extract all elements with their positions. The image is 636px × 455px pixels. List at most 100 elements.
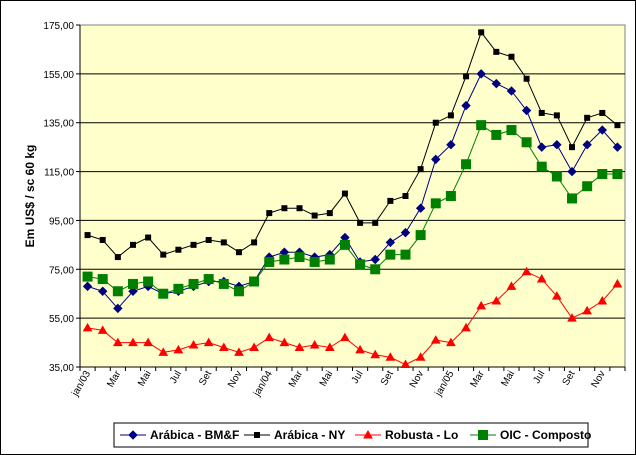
oic-composto-legend-marker	[478, 430, 488, 440]
y-tick-label: 135,00	[43, 119, 74, 130]
oic-composto-point	[612, 169, 623, 180]
x-tick-label: Mai	[136, 369, 154, 388]
robusta-lo-point	[430, 335, 441, 344]
robusta-lo-point	[597, 296, 608, 305]
arabica-ny-point	[281, 205, 288, 212]
arabica-bmf-point	[461, 100, 471, 111]
oic-composto-point	[506, 125, 517, 136]
arabica-ny-point	[235, 249, 242, 256]
robusta-lo-point	[567, 313, 577, 322]
x-tick-label: Mai	[499, 369, 517, 388]
y-tick-label: 55,00	[49, 314, 74, 325]
arabica-bmf-point	[400, 227, 411, 238]
robusta-lo-point	[506, 281, 517, 290]
robusta-lo-legend-label: Robusta - Lo	[385, 428, 458, 442]
arabica-ny-point	[523, 75, 530, 82]
arabica-ny-point	[160, 251, 167, 258]
arabica-ny-point	[84, 232, 91, 239]
arabica-ny-point	[387, 197, 394, 204]
arabica-ny-point	[251, 239, 258, 246]
arabica-ny-point	[145, 234, 152, 241]
x-tick-label: Jul	[350, 369, 366, 386]
robusta-lo-point	[112, 337, 123, 347]
arabica-bmf-point	[128, 286, 138, 296]
robusta-lo-point	[249, 342, 259, 351]
x-tick-label: Mar	[105, 368, 123, 389]
x-tick-label: Mar	[469, 368, 487, 389]
robusta-lo-point	[82, 322, 93, 332]
robusta-lo-point	[264, 332, 275, 342]
arabica-ny-point	[190, 241, 197, 248]
y-tick-label: 115,00	[44, 168, 74, 179]
y-tick-label: 95,00	[49, 216, 74, 227]
arabica-ny-point	[129, 241, 136, 248]
robusta-lo-point	[370, 349, 381, 359]
x-tick-label: Jul	[168, 369, 184, 386]
robusta-lo-point	[536, 274, 547, 283]
arabica-ny-point	[432, 119, 439, 126]
robusta-lo-point	[476, 300, 487, 310]
y-axis-title: Em US$ / sc 60 kg	[23, 145, 37, 248]
oic-composto-point	[355, 259, 366, 270]
oic-composto-point	[491, 129, 502, 140]
oic-composto-point	[385, 249, 396, 260]
oic-composto-point	[400, 249, 411, 260]
plot-area	[79, 24, 626, 368]
arabica-bmf-point	[431, 154, 441, 165]
robusta-lo-point	[173, 344, 184, 354]
arabica-ny-point	[478, 29, 485, 36]
robusta-lo-point	[446, 337, 456, 347]
robusta-lo-point	[188, 340, 199, 349]
oic-composto-point	[264, 256, 275, 267]
x-tick-label: Mar	[287, 368, 305, 389]
arabica-bmf-point	[597, 125, 607, 135]
oic-composto-point	[233, 286, 244, 297]
robusta-lo-point	[203, 337, 214, 347]
arabica-ny-point	[584, 114, 591, 121]
arabica-ny-point	[326, 210, 333, 217]
arabica-ny-point	[599, 109, 606, 116]
oic-composto-point	[249, 276, 260, 287]
oic-composto-point	[324, 254, 335, 265]
robusta-lo-point	[552, 291, 562, 300]
x-tick-label: Mai	[318, 369, 336, 388]
x-tick-label: Set	[561, 369, 578, 388]
robusta-lo-point	[385, 352, 396, 361]
arabica-bmf-point	[82, 281, 93, 292]
arabica-ny-point	[266, 210, 273, 217]
robusta-lo-point	[415, 352, 426, 361]
oic-composto-point	[567, 193, 578, 204]
robusta-lo-point	[128, 337, 138, 347]
arabica-bmf-point	[567, 166, 577, 177]
oic-composto-point	[188, 278, 199, 289]
x-tick-label: jan/04	[251, 369, 275, 399]
arabica-ny-point	[99, 236, 106, 243]
robusta-lo-point	[324, 342, 335, 351]
arabica-bmf-point	[521, 105, 532, 116]
oic-composto-point	[143, 276, 154, 287]
arabica-ny-point	[493, 48, 500, 55]
x-tick-label: Nov	[408, 369, 426, 390]
y-tick-label: 75,00	[49, 265, 74, 276]
arabica-bmf-point	[476, 69, 486, 79]
oic-composto-point	[279, 254, 290, 265]
arabica-ny-point	[553, 112, 560, 119]
robusta-lo-point	[461, 322, 471, 332]
robusta-lo-point	[234, 347, 244, 356]
robusta-lo-point	[279, 337, 290, 347]
oic-composto-point	[461, 159, 472, 170]
oic-composto-point	[82, 271, 93, 282]
oic-composto-point	[370, 264, 381, 275]
arabica-ny-point	[311, 212, 318, 219]
oic-composto-legend-label: OIC - Composto	[500, 428, 591, 442]
robusta-lo-point	[400, 359, 411, 369]
arabica-bmf-point	[582, 139, 592, 150]
arabica-bmf-point	[98, 286, 108, 296]
legend-box	[113, 422, 589, 448]
robusta-lo-legend-marker	[363, 429, 373, 439]
arabica-bmf-point	[385, 237, 396, 248]
arabica-bmf-point	[491, 78, 502, 89]
robusta-lo-point	[158, 347, 169, 356]
robusta-lo-point	[521, 266, 532, 276]
